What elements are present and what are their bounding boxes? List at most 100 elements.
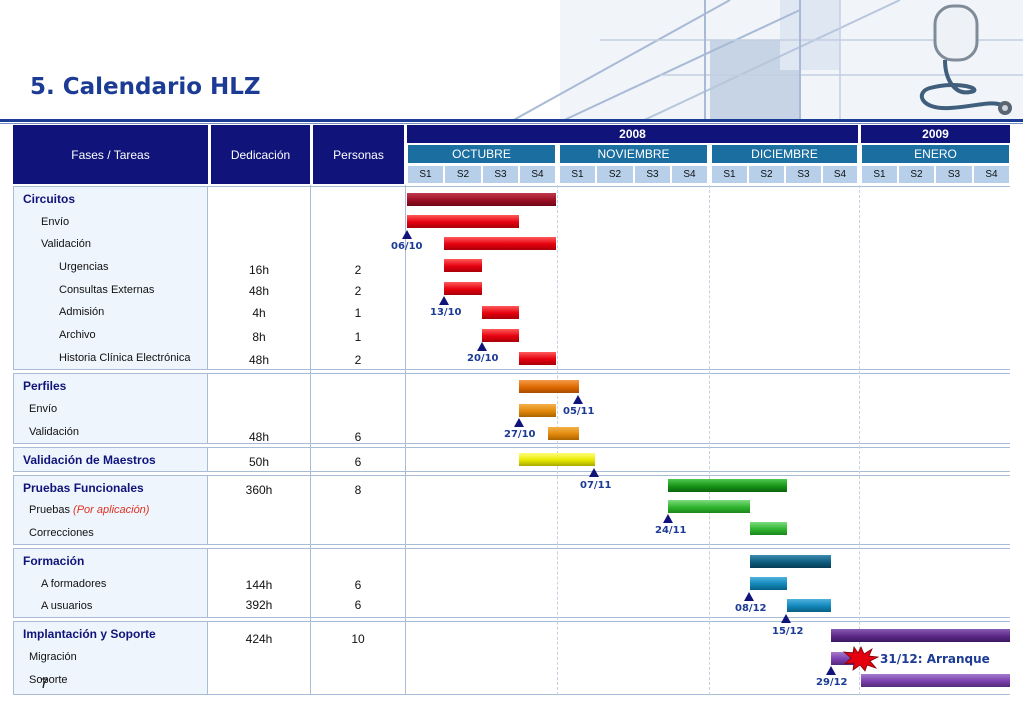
personas-value: 6	[354, 598, 362, 612]
page-number: 7	[40, 675, 48, 691]
task-label: Correcciones	[29, 527, 94, 539]
task-label: Consultas Externas	[59, 284, 155, 296]
month-divider	[709, 185, 710, 695]
group-box-formacion	[13, 548, 208, 618]
personas-value: 6	[354, 430, 362, 444]
group-row-circuitos	[208, 186, 1010, 370]
week-label: S2	[444, 165, 482, 184]
header-fases: Fases / Tareas	[13, 125, 208, 184]
milestone-marker	[573, 395, 583, 404]
milestone-label: 15/12	[772, 626, 804, 637]
header-month-noviembre: NOVIEMBRE	[559, 144, 708, 164]
milestone-label: 13/10	[430, 307, 462, 318]
task-label: Urgencias	[59, 261, 109, 273]
week-label: S1	[861, 165, 898, 184]
milestone-label: 06/10	[391, 241, 423, 252]
task-label: Historia Clínica Electrónica	[59, 352, 191, 364]
group-title-maestros: Validación de Maestros	[23, 453, 156, 467]
week-label: S4	[973, 165, 1010, 184]
task-note: (Por aplicación)	[73, 504, 150, 516]
gantt-bar-formadores	[750, 577, 787, 590]
milestone-marker	[663, 514, 673, 523]
task-label: Envío	[41, 216, 70, 228]
starburst-icon	[843, 646, 879, 672]
week-label: S1	[711, 165, 748, 184]
header-month-octubre: OCTUBRE	[407, 144, 556, 164]
month-divider	[557, 185, 558, 695]
milestone-label: 24/11	[655, 525, 687, 536]
header-background-graphic	[0, 0, 1023, 122]
dedicacion-value: 144h	[245, 578, 273, 592]
group-row-perfiles	[208, 373, 1010, 444]
task-label: Admisión	[59, 306, 105, 318]
personas-value: 1	[354, 330, 362, 344]
header-personas: Personas	[313, 125, 404, 184]
gantt-bar-formacion	[750, 555, 831, 568]
gantt-bar-soporte	[861, 674, 1010, 687]
task-label: A usuarios	[41, 600, 93, 612]
dedicacion-value: 360h	[245, 483, 273, 497]
milestone-marker	[781, 614, 791, 623]
personas-value: 8	[354, 483, 362, 497]
dedicacion-value: 48h	[248, 284, 270, 298]
header-year-2008: 2008	[407, 125, 858, 143]
personas-value: 2	[354, 284, 362, 298]
task-label: Validación	[29, 426, 79, 438]
milestone-marker	[744, 592, 754, 601]
personas-value: 10	[351, 632, 365, 646]
header-month-enero: ENERO	[861, 144, 1010, 164]
task-label: Envío	[29, 403, 58, 415]
gantt-bar-consultas	[444, 282, 482, 295]
task-label: A formadores	[41, 578, 107, 590]
gantt-bar-perfiles-validacion	[548, 427, 579, 440]
personas-value: 6	[354, 455, 362, 469]
milestone-marker	[402, 230, 412, 239]
title-rule	[0, 119, 1023, 122]
gantt-bar-pruebas-aplicacion	[668, 500, 750, 513]
group-row-pruebas	[208, 475, 1010, 545]
milestone-marker	[826, 666, 836, 675]
task-label: Archivo	[59, 329, 96, 341]
milestone-marker	[439, 296, 449, 305]
dedicacion-value: 48h	[248, 430, 270, 444]
milestone-label: 08/12	[735, 603, 767, 614]
month-divider	[859, 185, 860, 695]
group-row-maestros	[208, 447, 1010, 472]
gantt-bar-urgencias	[444, 259, 482, 272]
dedicacion-value: 8h	[252, 330, 266, 344]
gantt-bar-circuitos-envio	[407, 215, 519, 228]
week-label: S2	[596, 165, 634, 184]
page-title: 5. Calendario HLZ	[30, 74, 261, 100]
task-label: Pruebas (Por aplicación)	[29, 504, 149, 516]
gantt-bar-correcciones	[750, 522, 787, 535]
column-divider	[310, 185, 311, 695]
week-label: S3	[785, 165, 822, 184]
week-label: S3	[482, 165, 519, 184]
milestone-marker	[477, 342, 487, 351]
milestone-label: 07/11	[580, 480, 612, 491]
dedicacion-value: 48h	[248, 353, 270, 367]
milestone-label: 29/12	[816, 677, 848, 688]
gantt-bar-maestros	[519, 453, 595, 466]
dedicacion-value: 16h	[248, 263, 270, 277]
gantt-bar-perfiles-envio	[519, 404, 556, 417]
task-label-text: Pruebas	[29, 504, 70, 516]
milestone-marker	[514, 418, 524, 427]
dedicacion-value: 392h	[245, 598, 273, 612]
week-label: S2	[898, 165, 935, 184]
group-title-circuitos: Circuitos	[23, 192, 76, 206]
gantt-bar-circuitos-validacion	[444, 237, 556, 250]
week-label: S3	[634, 165, 671, 184]
gantt-bar-usuarios	[787, 599, 831, 612]
column-divider	[405, 185, 406, 695]
gantt-bar-historia	[519, 352, 556, 365]
dedicacion-value: 424h	[245, 632, 273, 646]
personas-value: 2	[354, 353, 362, 367]
group-title-pruebas: Pruebas Funcionales	[23, 481, 144, 495]
header-month-diciembre: DICIEMBRE	[711, 144, 858, 164]
gantt-bar-admision	[482, 306, 519, 319]
stethoscope-icon	[919, 4, 1012, 115]
title-rule-thin	[0, 123, 1023, 124]
personas-value: 6	[354, 578, 362, 592]
week-label: S2	[748, 165, 785, 184]
